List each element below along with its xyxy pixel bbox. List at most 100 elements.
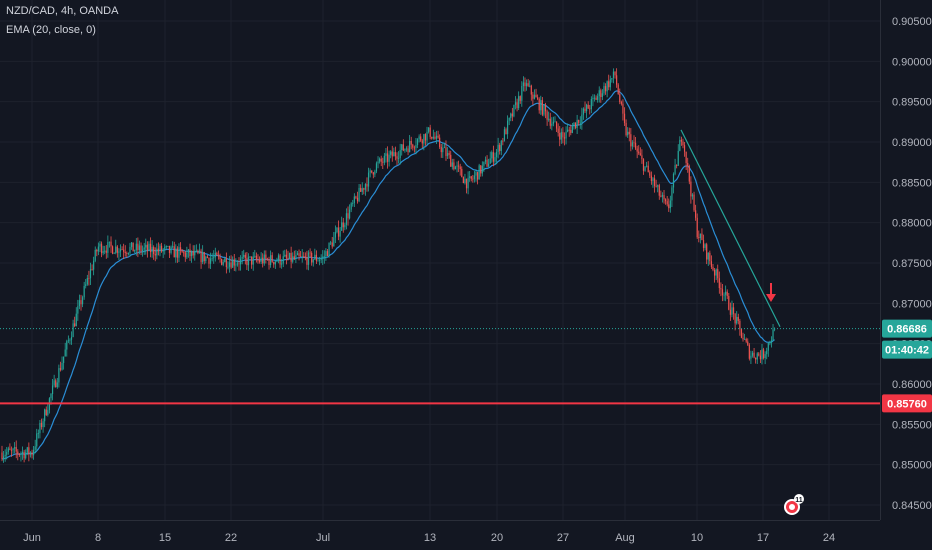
- candle-body: [412, 144, 414, 148]
- candle-body: [495, 151, 498, 158]
- candle-down: [544, 102, 547, 119]
- price-tick-label: 0.88500: [892, 177, 932, 189]
- candle-body: [593, 97, 596, 99]
- candle-body: [67, 340, 69, 342]
- candle-body: [66, 341, 68, 350]
- candle-body: [15, 447, 17, 452]
- candle-body: [249, 256, 251, 258]
- candle-down: [634, 137, 637, 150]
- candle-body: [284, 254, 286, 257]
- candle-up: [323, 250, 325, 264]
- candle-up: [339, 226, 341, 243]
- candle-down: [642, 158, 645, 175]
- trendline[interactable]: [680, 129, 781, 327]
- candle-down: [568, 126, 570, 137]
- candle-down: [524, 77, 526, 92]
- candle-up: [236, 260, 239, 267]
- candle-up: [514, 96, 517, 110]
- candle-down: [729, 302, 731, 321]
- candle-body: [625, 122, 627, 136]
- candle-up: [53, 374, 55, 388]
- candle-body: [634, 142, 637, 149]
- candle-body: [314, 254, 316, 260]
- candle-body: [540, 100, 542, 111]
- candle-up: [61, 356, 63, 371]
- candle-up: [489, 151, 491, 164]
- candle-body: [222, 262, 224, 265]
- candle-down: [262, 253, 264, 268]
- candle-body: [435, 135, 438, 139]
- candle-body: [252, 256, 254, 265]
- candle-up: [241, 250, 243, 265]
- candle-up: [345, 208, 348, 230]
- arrow-down-icon[interactable]: [766, 283, 776, 302]
- candle-down: [40, 418, 43, 430]
- candle-body: [685, 151, 687, 163]
- candle-body: [88, 277, 90, 279]
- candle-body: [369, 170, 371, 173]
- candle-up: [603, 82, 605, 96]
- candle-body: [448, 153, 450, 155]
- candle-body: [364, 184, 366, 190]
- candle-down: [462, 176, 464, 184]
- candle-body: [307, 252, 310, 265]
- candle-body: [428, 127, 430, 132]
- candle-down: [758, 351, 760, 357]
- price-tick-label: 0.87500: [892, 258, 932, 270]
- candle-down: [549, 112, 551, 129]
- candle-body: [676, 165, 678, 166]
- candle-up: [677, 144, 679, 166]
- candle-down: [519, 95, 521, 104]
- candle-down: [412, 143, 414, 151]
- candle-body: [145, 244, 147, 248]
- candle-body: [108, 241, 111, 243]
- candle-up: [769, 340, 771, 346]
- candle-body: [303, 256, 305, 258]
- candle-body: [647, 165, 649, 173]
- candle-body: [723, 294, 725, 296]
- candle-body: [649, 172, 651, 176]
- candle-body: [530, 85, 532, 95]
- candle-body: [622, 103, 624, 114]
- candle-down: [595, 95, 597, 101]
- candle-body: [151, 247, 153, 253]
- candle-down: [562, 127, 564, 144]
- candle-body: [197, 250, 199, 254]
- time-axis[interactable]: Jun 8 15 22 Jul 13 20 27 Aug 10 17 24: [23, 532, 835, 544]
- alert-badge-icon[interactable]: 11: [784, 494, 804, 515]
- price-tick-label: 0.85000: [892, 460, 932, 472]
- candle-body: [415, 145, 417, 148]
- indicator-title[interactable]: EMA (20, close, 0): [6, 24, 96, 36]
- candle-body: [766, 350, 768, 355]
- candle-up: [475, 169, 477, 182]
- candle-body: [277, 255, 280, 262]
- candle-body: [511, 113, 513, 117]
- symbol-title[interactable]: NZD/CAD, 4h, OANDA: [6, 5, 119, 17]
- candles: [1, 68, 776, 463]
- candle-up: [379, 157, 381, 164]
- candle-body: [191, 251, 193, 257]
- candle-up: [127, 252, 129, 256]
- axes: [0, 0, 881, 521]
- candle-body: [23, 451, 25, 459]
- candle-down: [617, 83, 619, 95]
- horizontal-lines[interactable]: [0, 328, 880, 405]
- candle-body: [639, 153, 641, 156]
- candle-body: [679, 139, 681, 151]
- candle-up: [385, 147, 387, 163]
- candle-body: [34, 446, 36, 450]
- candle-body: [356, 197, 359, 202]
- candle-body: [628, 131, 630, 135]
- candle-body: [562, 132, 564, 138]
- candle-down: [309, 248, 311, 258]
- candle-body: [221, 259, 223, 265]
- candle-up: [723, 292, 725, 301]
- candle-down: [273, 261, 275, 268]
- price-axis[interactable]: 0.90500 0.90000 0.89500 0.89000 0.88500 0.880…: [892, 16, 932, 512]
- candle-body: [393, 152, 395, 157]
- candle-down: [55, 378, 57, 388]
- candle-body: [734, 313, 736, 324]
- candle-body: [36, 433, 38, 447]
- candle-up: [503, 126, 506, 142]
